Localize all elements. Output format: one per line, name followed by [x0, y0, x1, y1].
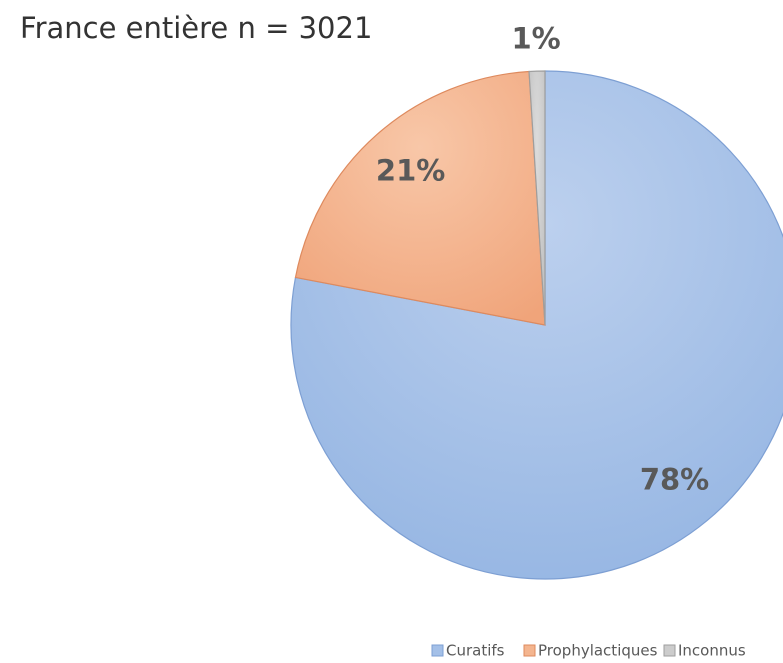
value-label: 21%	[376, 154, 445, 188]
pie-slice	[290, 70, 783, 580]
chart-title: France entière n = 3021	[20, 11, 372, 45]
pie-slice	[294, 70, 546, 326]
value-label: 1%	[511, 22, 560, 56]
legend-swatch	[663, 644, 676, 657]
pie-slice	[528, 70, 546, 326]
legend-label: Curatifs	[446, 642, 505, 660]
legend-label: Inconnus	[678, 642, 746, 660]
legend-swatch	[523, 644, 536, 657]
value-label: 78%	[640, 463, 709, 497]
legend-swatch	[431, 644, 444, 657]
legend-label: Prophylactiques	[538, 642, 658, 660]
